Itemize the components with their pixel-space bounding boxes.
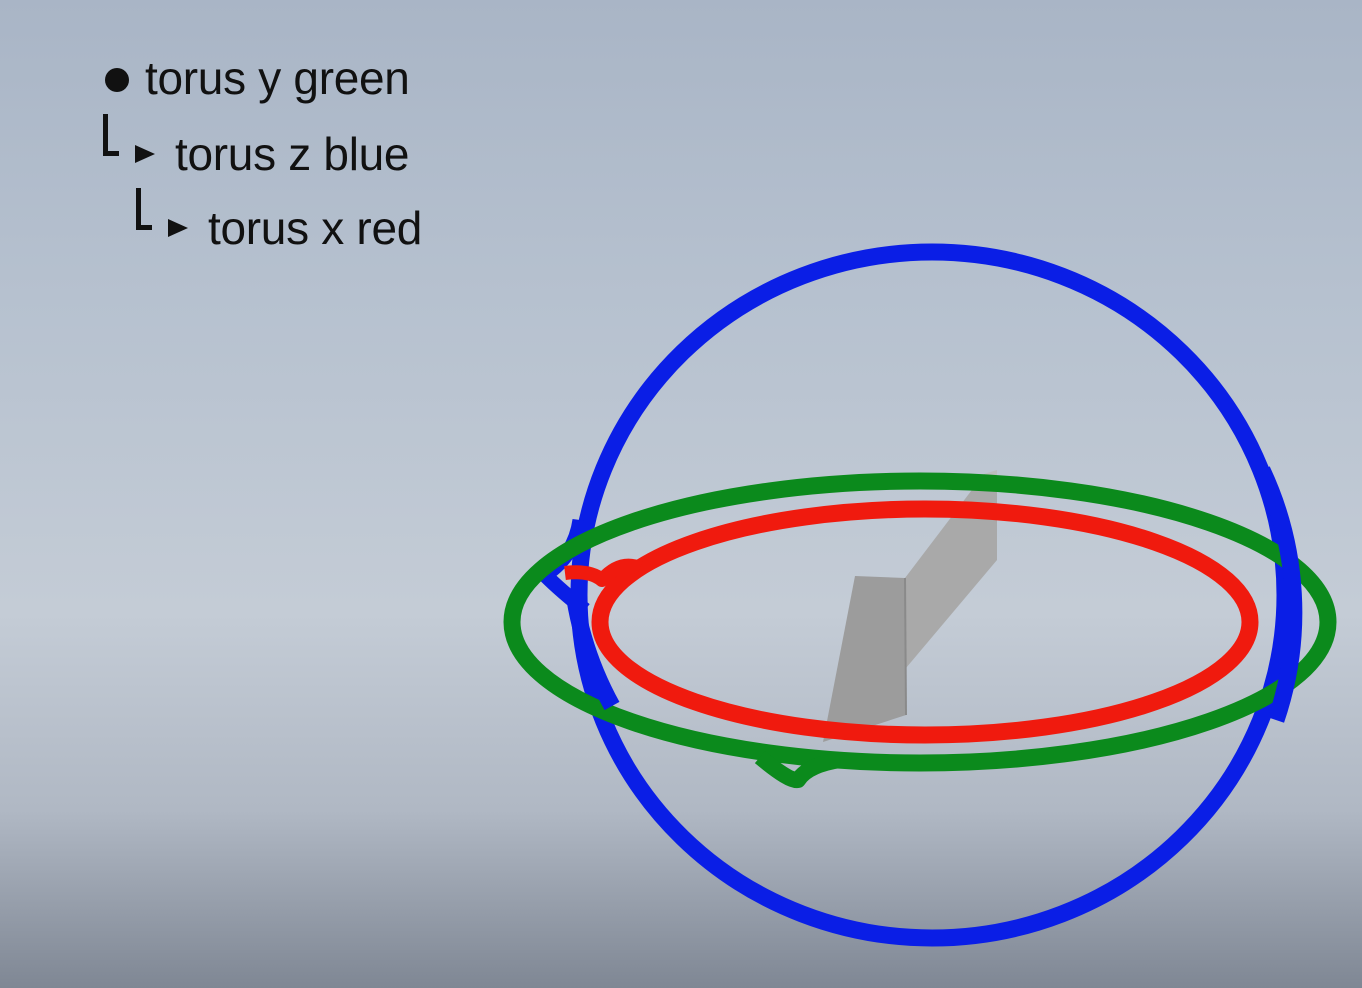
hierarchy-item-torus-x-red[interactable]: torus x red — [208, 202, 423, 254]
gray-wedge-object[interactable] — [823, 470, 997, 742]
arrow-right-icon — [168, 219, 188, 237]
blue-torus-front-segment — [566, 466, 1303, 723]
hierarchy-item-torus-y-green[interactable]: torus y green — [145, 52, 410, 104]
bullet-icon — [105, 68, 129, 92]
object-hierarchy: torus y green torus z blue torus x red — [0, 0, 520, 270]
child-connector-icon — [136, 188, 152, 230]
child-connector-icon — [103, 114, 119, 156]
hierarchy-item-torus-z-blue[interactable]: torus z blue — [175, 128, 410, 180]
green-torus-ring[interactable] — [503, 472, 1337, 789]
arrow-right-icon — [135, 145, 155, 163]
red-torus-ring[interactable] — [564, 500, 1259, 744]
